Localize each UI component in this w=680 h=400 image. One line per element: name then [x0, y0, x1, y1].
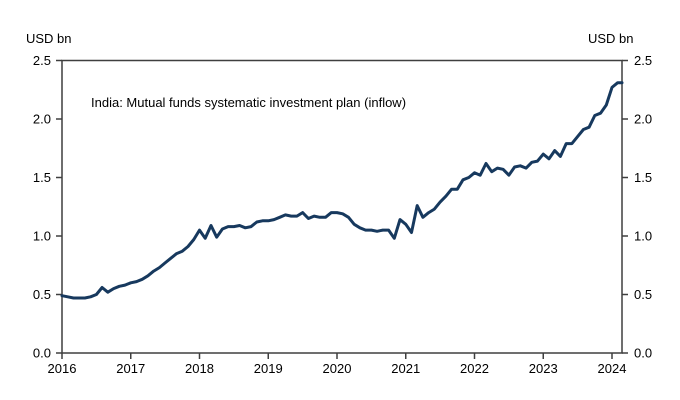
y-axis-tick-label-left: 1.0 [33, 229, 51, 244]
y-axis-tick-label-right: 2.0 [634, 112, 652, 127]
sip-inflow-line [60, 81, 624, 300]
y-axis-tick-label-left: 1.5 [33, 170, 51, 185]
y-axis-tick-label-right: 1.0 [634, 229, 652, 244]
x-axis-tick-label: 2018 [185, 361, 214, 376]
x-axis-tick-label: 2020 [323, 361, 352, 376]
y-axis-unit-label-right: USD bn [588, 31, 634, 46]
x-axis-tick-label: 2021 [391, 361, 420, 376]
plot-frame [61, 59, 623, 354]
y-axis-tick-label-right: 2.5 [634, 53, 652, 68]
y-axis-tick-label-right: 0.0 [634, 346, 652, 361]
x-axis-tick-label: 2022 [460, 361, 489, 376]
y-axis-tick-label-left: 2.0 [33, 112, 51, 127]
y-axis-unit-label-left: USD bn [26, 31, 72, 46]
chart-title: India: Mutual funds systematic investmen… [91, 95, 407, 110]
x-axis-tick-label: 2017 [116, 361, 145, 376]
x-axis-tick-label: 2019 [254, 361, 283, 376]
x-axis-tick-label: 2023 [529, 361, 558, 376]
y-axis-tick-label-left: 0.5 [33, 287, 51, 302]
x-axis-tick-label: 2016 [48, 361, 77, 376]
y-axis-tick-label-left: 2.5 [33, 53, 51, 68]
y-axis-tick-label-left: 0.0 [33, 346, 51, 361]
y-axis-tick-label-right: 0.5 [634, 287, 652, 302]
x-axis-tick-label: 2024 [598, 361, 627, 376]
y-axis-tick-label-right: 1.5 [634, 170, 652, 185]
